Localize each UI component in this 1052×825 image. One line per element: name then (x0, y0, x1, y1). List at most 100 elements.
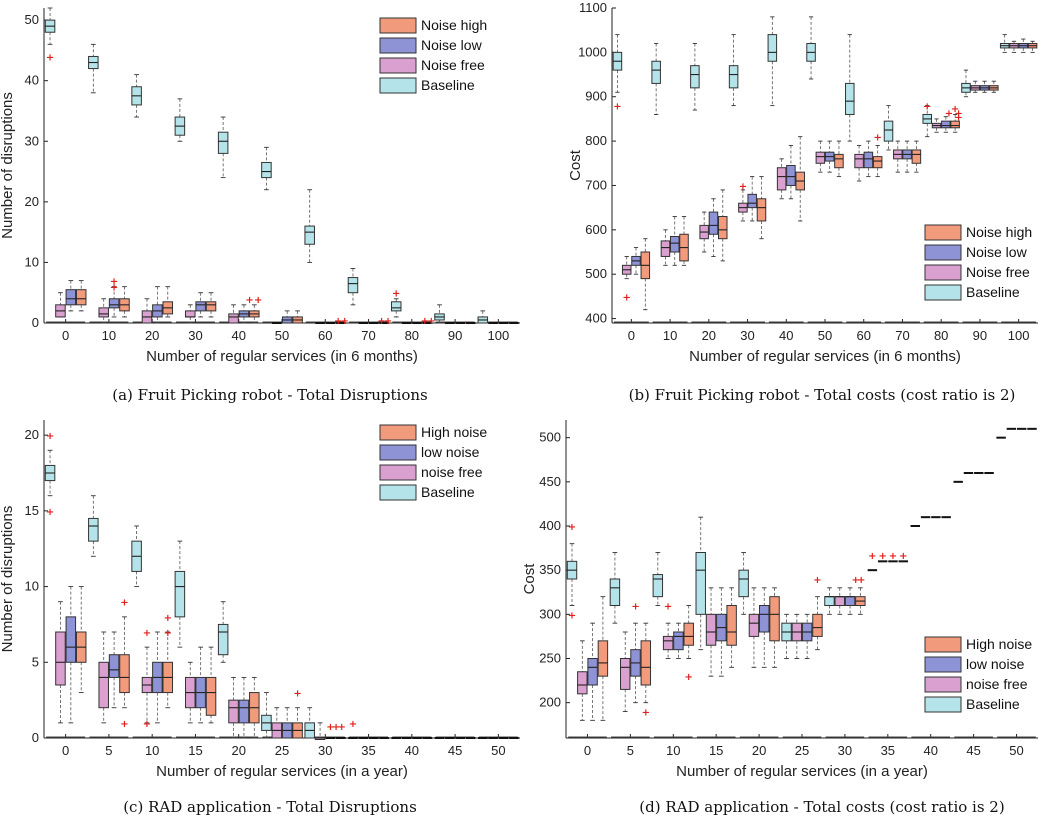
x-tick-label: 10 (663, 328, 677, 343)
x-tick-label: 70 (361, 328, 375, 343)
box-noise-high (834, 140, 844, 178)
box-noise-free (621, 256, 632, 280)
box-noise-free (660, 229, 671, 266)
legend-entry: Noise free (421, 57, 485, 73)
box-rect (690, 65, 700, 89)
box-rect (660, 240, 671, 257)
outlier-marker: + (143, 628, 151, 639)
box-baseline (88, 495, 99, 557)
figure-caption: (d) RAD application - Total costs (cost … (639, 798, 1004, 816)
box-noise-low (941, 116, 951, 133)
box-baseline (728, 34, 739, 107)
box-rect (769, 596, 780, 642)
outlier-marker: + (46, 431, 54, 442)
legend-entry: Noise free (966, 264, 1030, 280)
outlier-marker: + (164, 628, 172, 639)
box-noise-free (931, 118, 942, 133)
x-tick-label: 20 (145, 328, 159, 343)
y-axis-label: Number of disruptions (0, 506, 16, 653)
legend-entry: Baseline (421, 484, 475, 500)
box-rect (347, 277, 359, 294)
box-noise-high (1027, 40, 1038, 53)
legend-swatch (379, 464, 417, 481)
box-noise-low (708, 198, 719, 257)
outlier-marker: + (46, 507, 54, 518)
box-noise-high (756, 176, 767, 240)
y-tick-label: 450 (539, 474, 561, 489)
outlier-marker: + (857, 575, 865, 586)
legend-entry: High noise (966, 636, 1032, 652)
box-baseline (174, 540, 186, 648)
x-tick-label: 50 (818, 328, 832, 343)
box-noise-high (683, 605, 694, 659)
box-rect (786, 165, 796, 186)
y-tick-label: 0 (32, 730, 39, 745)
box-noise-high (795, 136, 805, 222)
box-rect (228, 699, 239, 724)
x-tick-label: 5 (105, 743, 112, 758)
x-tick-label: 100 (1008, 328, 1030, 343)
box-noise-low (65, 280, 77, 312)
y-tick-label: 400 (585, 311, 607, 326)
y-tick-label: 1100 (579, 0, 607, 15)
box-baseline (347, 268, 359, 306)
box-rect (767, 34, 778, 62)
outlier-marker: + (954, 108, 962, 119)
box-noise-low (979, 80, 990, 93)
box-baseline (690, 43, 700, 111)
box-noise-low (747, 176, 757, 222)
box-rect (756, 198, 767, 222)
y-tick-label: 10 (25, 254, 39, 269)
outlier-marker: + (332, 722, 340, 733)
box-noise-high (249, 676, 260, 739)
box-noise-low (824, 140, 835, 173)
outlier-marker: + (889, 551, 897, 562)
box-noise-high (812, 596, 823, 651)
outlier-marker: + (739, 181, 747, 192)
box-noise-free (662, 622, 674, 659)
x-tick-label: 70 (895, 328, 909, 343)
box-rect (75, 289, 87, 306)
box-baseline (695, 516, 706, 651)
legend-swatch (924, 244, 962, 261)
box-noise-free (228, 304, 239, 324)
legend-swatch (379, 484, 417, 501)
outlier-marker: + (349, 719, 357, 730)
x-tick-label: 45 (966, 743, 980, 758)
box-rect (217, 623, 229, 656)
y-tick-label: 900 (585, 89, 607, 104)
outlier-marker: + (120, 598, 128, 609)
box-rect (390, 301, 402, 312)
box-baseline (434, 304, 445, 324)
x-tick-label: 10 (102, 328, 116, 343)
legend-swatch (379, 444, 417, 461)
box-rect (205, 301, 217, 312)
y-tick-label: 300 (539, 606, 561, 621)
box-rect (759, 605, 770, 633)
box-noise-high (640, 238, 651, 311)
box-rect (845, 82, 855, 115)
x-tick-label: 25 (275, 743, 289, 758)
box-noise-free (893, 140, 903, 173)
box-rect (834, 153, 844, 169)
box-rect (854, 153, 864, 169)
y-tick-label: 600 (585, 222, 607, 237)
y-tick-label: 15 (25, 503, 39, 518)
legend: Noise high Noise low Noise free Baseline (378, 15, 511, 99)
legend-entry: Noise high (966, 224, 1032, 240)
legend-swatch (379, 37, 417, 54)
box-rect (738, 569, 749, 598)
box-baseline (845, 34, 855, 142)
box-baseline (88, 43, 99, 94)
box-baseline (566, 543, 578, 606)
box-noise-free (98, 298, 109, 324)
box-rect (651, 60, 661, 84)
box-rect (662, 635, 674, 651)
x-tick-label: 15 (709, 743, 723, 758)
box-baseline (44, 7, 56, 45)
y-tick-label: 250 (539, 651, 561, 666)
box-noise-high (597, 596, 609, 721)
box-baseline (304, 707, 315, 739)
box-rect (728, 65, 739, 89)
x-tick-label: 50 (275, 328, 289, 343)
